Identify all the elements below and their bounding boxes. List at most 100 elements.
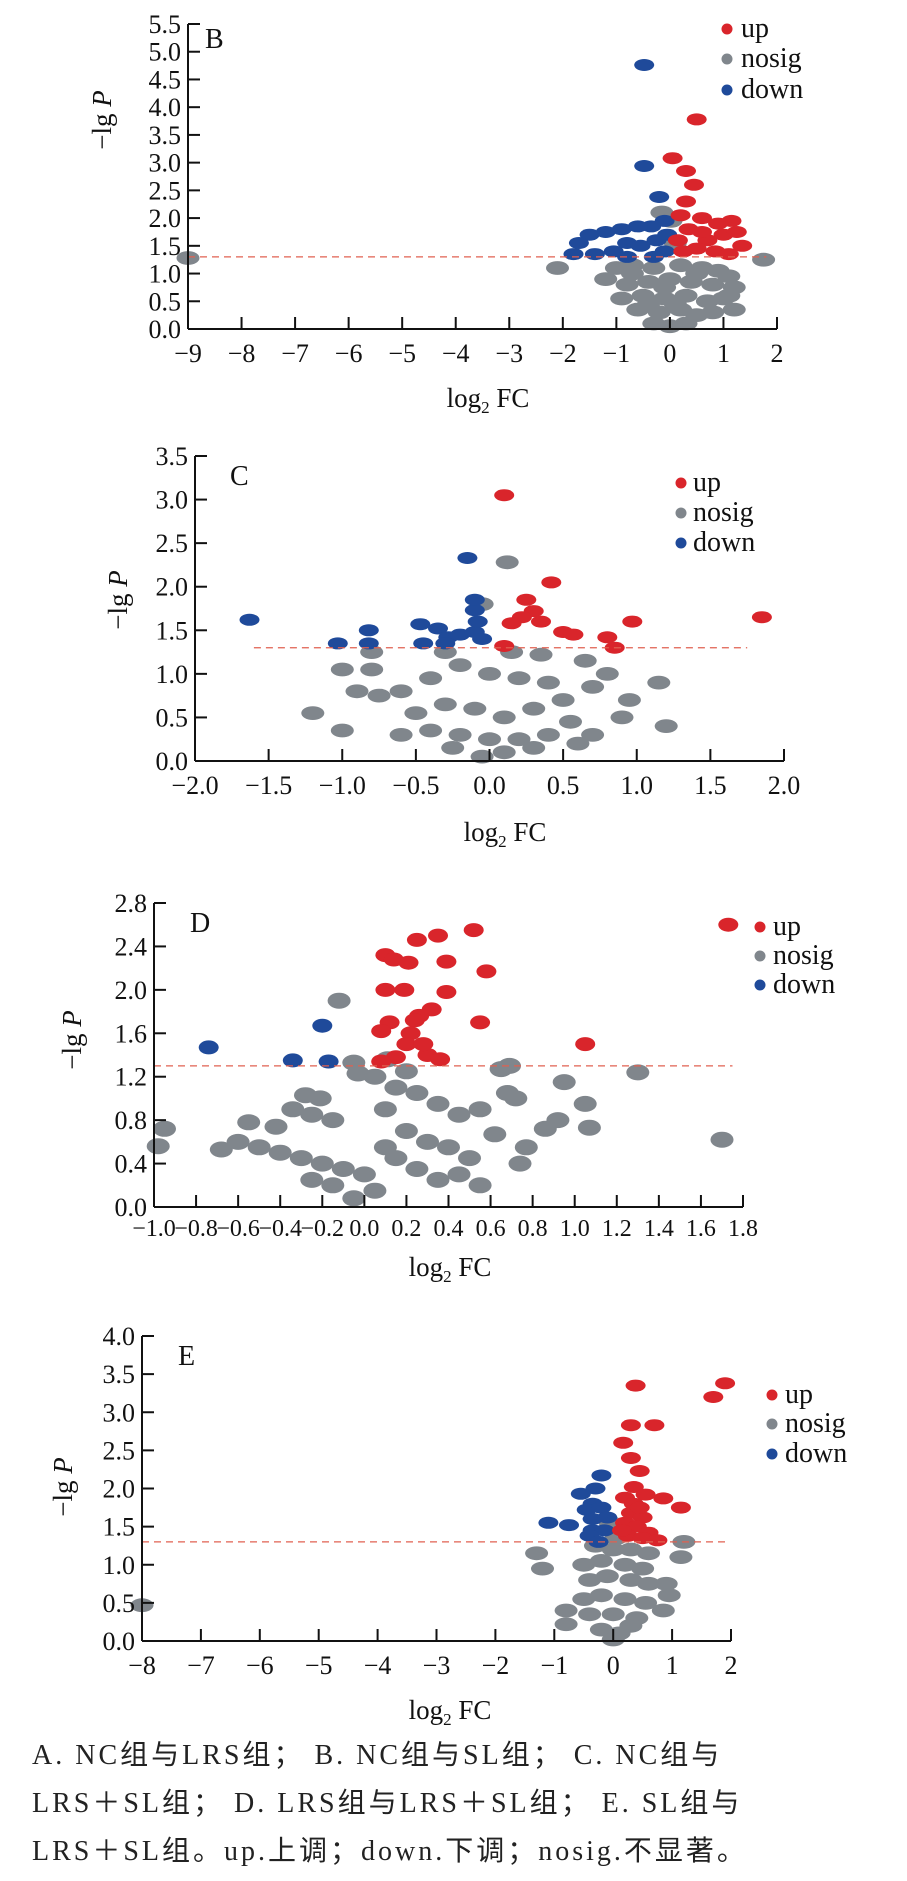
point-nosig <box>433 697 457 712</box>
point-down <box>617 250 638 263</box>
y-axis-title: −lg P <box>87 90 117 149</box>
legend-marker-icon <box>754 921 766 933</box>
legend-item-nosig: nosig <box>721 43 802 74</box>
point-nosig <box>331 1161 355 1177</box>
point-down <box>559 1519 579 1532</box>
point-nosig <box>352 1166 376 1183</box>
point-down <box>410 618 431 631</box>
point-nosig <box>394 1063 418 1080</box>
y-tick-label: 2.8 <box>115 889 148 918</box>
y-tick-label: 0.5 <box>156 703 189 732</box>
point-nosig <box>617 693 641 707</box>
legend-item-nosig: nosig <box>675 497 754 528</box>
point-nosig <box>610 710 634 725</box>
point-nosig <box>529 647 553 662</box>
point-down <box>643 250 664 263</box>
x-tick-label: −6 <box>335 339 363 368</box>
point-down <box>327 637 348 650</box>
series-down <box>239 552 493 650</box>
legend-marker-icon <box>766 1418 778 1430</box>
legend-item-down: down <box>766 1438 847 1469</box>
point-nosig <box>447 1166 471 1183</box>
x-tick-label: −1 <box>603 339 631 368</box>
point-up <box>670 1501 691 1514</box>
point-up <box>563 628 584 641</box>
point-nosig <box>554 1617 578 1632</box>
point-nosig <box>589 1588 613 1603</box>
panel-d: −1.0−0.8−0.6−0.4−0.2 0.0 0.2 0.4 0.6 0.8 1.0 1.… <box>57 889 835 1286</box>
point-up <box>715 1377 736 1390</box>
point-nosig <box>631 1561 655 1576</box>
y-tick-label: 3.5 <box>103 1360 136 1389</box>
point-up <box>371 1054 392 1069</box>
point-nosig <box>654 1576 678 1591</box>
legend-marker-icon <box>766 1448 778 1460</box>
point-nosig <box>405 1085 429 1101</box>
x-tick-label: −0.8 <box>174 1216 218 1242</box>
point-down <box>597 1511 618 1524</box>
point-down <box>634 160 655 172</box>
point-up <box>375 982 396 997</box>
point-down <box>464 604 485 617</box>
x-axis-title: log2 FC <box>409 1252 492 1286</box>
point-up <box>673 245 694 258</box>
legend-item-down: down <box>754 969 835 1000</box>
point-nosig <box>701 305 725 320</box>
point-up <box>612 1524 632 1537</box>
point-up <box>494 640 515 652</box>
point-nosig <box>492 710 516 725</box>
point-nosig <box>663 297 687 311</box>
figure-caption: A. NC组与LRS组； B. NC组与SL组； C. NC组与 LRS＋SL组… <box>32 1732 882 1876</box>
caption-line-2: LRS＋SL组； D. LRS组与LRS＋SL组； E. SL组与 <box>32 1788 743 1819</box>
point-down <box>428 622 448 635</box>
x-tick-label: 2.0 <box>768 771 801 800</box>
legend-item-up: up <box>754 911 801 942</box>
legend-label: nosig <box>785 1408 846 1439</box>
point-up <box>625 1379 646 1392</box>
legend-marker-icon <box>754 950 766 962</box>
y-tick-label: 0.8 <box>115 1106 148 1135</box>
point-up <box>436 985 457 999</box>
point-down <box>591 1501 612 1514</box>
point-nosig <box>394 1123 418 1139</box>
y-tick-label: 0.0 <box>103 1627 136 1656</box>
x-tick-label: 2 <box>725 1651 738 1680</box>
x-tick-label: −2.0 <box>171 771 218 800</box>
y-tick-label: 2.0 <box>149 204 182 233</box>
y-tick-label: 3.0 <box>156 486 189 515</box>
x-tick-label: 1.8 <box>728 1216 758 1242</box>
point-nosig <box>405 1161 429 1177</box>
x-tick-label: −1.0 <box>319 771 366 800</box>
point-nosig <box>321 1112 345 1129</box>
x-tick-label: 1.0 <box>621 771 654 800</box>
point-up <box>721 214 742 227</box>
point-nosig <box>581 728 605 742</box>
point-nosig <box>384 1079 408 1096</box>
point-up <box>667 234 688 247</box>
caption-line-1: A. NC组与LRS组； B. NC组与SL组； C. NC组与 <box>32 1740 723 1771</box>
point-nosig <box>613 1557 637 1572</box>
data-points <box>130 1377 736 1647</box>
point-nosig <box>514 1139 538 1156</box>
point-up <box>632 1511 653 1524</box>
y-tick-label: 2.0 <box>103 1475 136 1504</box>
point-nosig <box>710 1131 734 1148</box>
x-tick-label: 0.6 <box>476 1216 506 1242</box>
legend-label: nosig <box>741 43 802 74</box>
x-tick-label: −5 <box>305 1651 333 1680</box>
point-nosig <box>536 675 560 690</box>
point-up <box>463 923 484 938</box>
y-tick-label: 2.5 <box>149 176 182 205</box>
point-nosig <box>577 1119 601 1136</box>
point-nosig <box>153 1120 176 1137</box>
point-nosig <box>634 1596 658 1610</box>
point-nosig <box>363 1182 387 1199</box>
point-nosig <box>209 1141 233 1158</box>
point-up <box>751 611 772 624</box>
point-nosig <box>458 1150 481 1167</box>
point-nosig <box>619 1618 643 1633</box>
y-tick-label: 1.5 <box>103 1513 136 1542</box>
legend-label: down <box>785 1438 847 1469</box>
point-nosig <box>551 693 575 707</box>
